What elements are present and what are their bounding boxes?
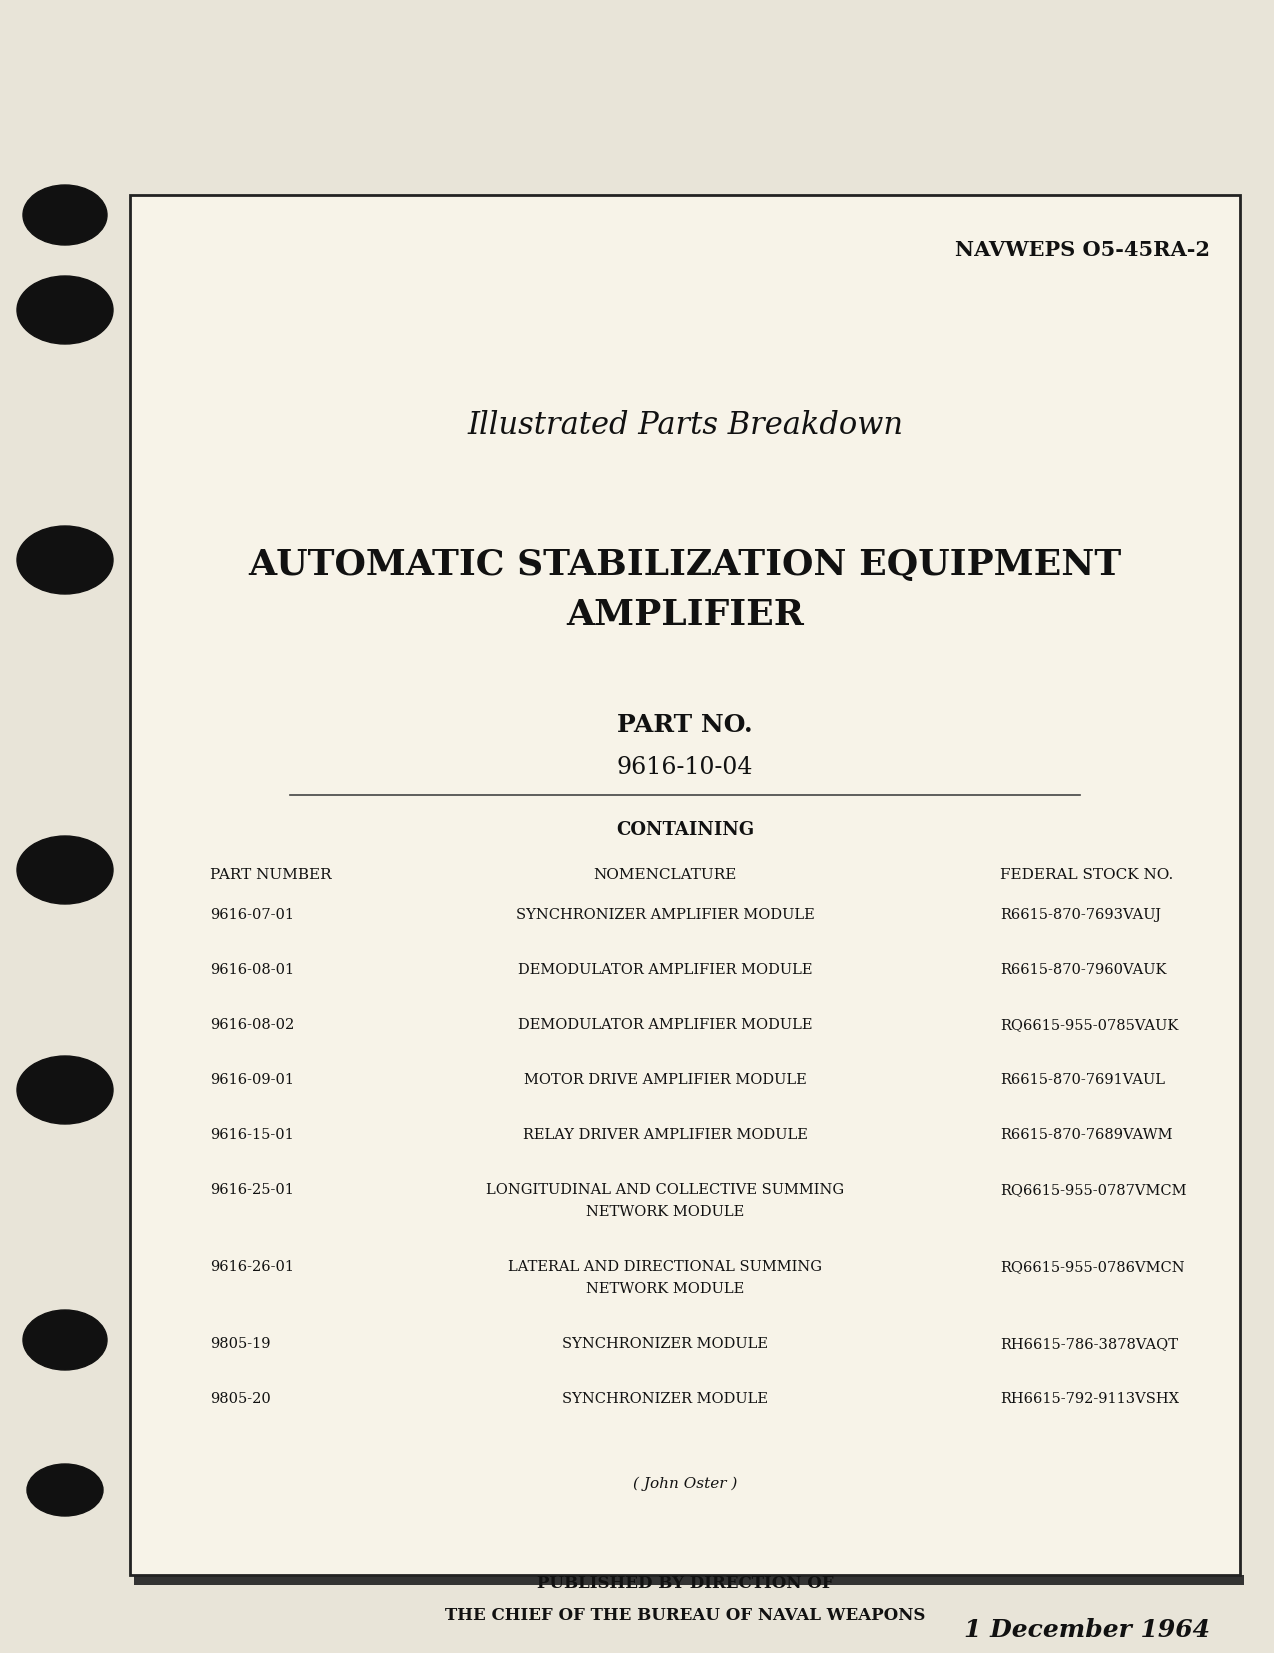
Text: 9616-08-01: 9616-08-01 xyxy=(210,964,294,977)
Bar xyxy=(134,1575,1243,1585)
Text: SYNCHRONIZER MODULE: SYNCHRONIZER MODULE xyxy=(562,1392,768,1407)
Text: AUTOMATIC STABILIZATION EQUIPMENT: AUTOMATIC STABILIZATION EQUIPMENT xyxy=(248,549,1121,582)
Text: R6615-870-7689VAWM: R6615-870-7689VAWM xyxy=(1000,1127,1172,1142)
Text: 9616-07-01: 9616-07-01 xyxy=(210,907,294,922)
Text: LATERAL AND DIRECTIONAL SUMMING: LATERAL AND DIRECTIONAL SUMMING xyxy=(508,1260,822,1274)
Ellipse shape xyxy=(17,1056,113,1124)
Ellipse shape xyxy=(17,836,113,904)
Text: 9805-20: 9805-20 xyxy=(210,1392,271,1407)
Bar xyxy=(130,195,1240,1575)
Text: RQ6615-955-0785VAUK: RQ6615-955-0785VAUK xyxy=(1000,1018,1178,1031)
Text: NAVWEPS O5-45RA-2: NAVWEPS O5-45RA-2 xyxy=(956,240,1210,260)
Text: R6615-870-7960VAUK: R6615-870-7960VAUK xyxy=(1000,964,1167,977)
Text: DEMODULATOR AMPLIFIER MODULE: DEMODULATOR AMPLIFIER MODULE xyxy=(517,964,813,977)
Text: 9616-25-01: 9616-25-01 xyxy=(210,1184,294,1197)
Text: 9616-09-01: 9616-09-01 xyxy=(210,1073,294,1088)
Text: RELAY DRIVER AMPLIFIER MODULE: RELAY DRIVER AMPLIFIER MODULE xyxy=(522,1127,808,1142)
Text: Illustrated Parts Breakdown: Illustrated Parts Breakdown xyxy=(468,410,903,440)
Ellipse shape xyxy=(17,276,113,344)
Text: R6615-870-7693VAUJ: R6615-870-7693VAUJ xyxy=(1000,907,1161,922)
Ellipse shape xyxy=(23,1309,107,1370)
Text: THE CHIEF OF THE BUREAU OF NAVAL WEAPONS: THE CHIEF OF THE BUREAU OF NAVAL WEAPONS xyxy=(445,1607,925,1625)
Text: RQ6615-955-0787VMCM: RQ6615-955-0787VMCM xyxy=(1000,1184,1186,1197)
Text: DEMODULATOR AMPLIFIER MODULE: DEMODULATOR AMPLIFIER MODULE xyxy=(517,1018,813,1031)
Ellipse shape xyxy=(27,1465,103,1516)
Text: PART NUMBER: PART NUMBER xyxy=(210,868,331,883)
Text: 1 December 1964: 1 December 1964 xyxy=(964,1618,1210,1641)
Text: MOTOR DRIVE AMPLIFIER MODULE: MOTOR DRIVE AMPLIFIER MODULE xyxy=(524,1073,806,1088)
Text: RH6615-786-3878VAQT: RH6615-786-3878VAQT xyxy=(1000,1337,1178,1351)
Ellipse shape xyxy=(23,185,107,245)
Text: 9616-15-01: 9616-15-01 xyxy=(210,1127,294,1142)
Text: PART NO.: PART NO. xyxy=(617,712,753,737)
Text: 9805-19: 9805-19 xyxy=(210,1337,270,1351)
Text: NETWORK MODULE: NETWORK MODULE xyxy=(586,1205,744,1218)
Ellipse shape xyxy=(17,526,113,593)
Text: NETWORK MODULE: NETWORK MODULE xyxy=(586,1283,744,1296)
Text: 9616-08-02: 9616-08-02 xyxy=(210,1018,294,1031)
Text: PUBLISHED BY DIRECTION OF: PUBLISHED BY DIRECTION OF xyxy=(536,1575,833,1592)
Text: 9616-26-01: 9616-26-01 xyxy=(210,1260,294,1274)
Text: ( John Oster ): ( John Oster ) xyxy=(633,1476,738,1491)
Text: R6615-870-7691VAUL: R6615-870-7691VAUL xyxy=(1000,1073,1164,1088)
Text: LONGITUDINAL AND COLLECTIVE SUMMING: LONGITUDINAL AND COLLECTIVE SUMMING xyxy=(485,1184,845,1197)
Text: 9616-10-04: 9616-10-04 xyxy=(617,755,753,779)
Text: SYNCHRONIZER MODULE: SYNCHRONIZER MODULE xyxy=(562,1337,768,1351)
Text: NOMENCLATURE: NOMENCLATURE xyxy=(594,868,736,883)
Text: RQ6615-955-0786VMCN: RQ6615-955-0786VMCN xyxy=(1000,1260,1185,1274)
Text: FEDERAL STOCK NO.: FEDERAL STOCK NO. xyxy=(1000,868,1173,883)
Text: CONTAINING: CONTAINING xyxy=(615,822,754,840)
Text: RH6615-792-9113VSHX: RH6615-792-9113VSHX xyxy=(1000,1392,1178,1407)
Text: SYNCHRONIZER AMPLIFIER MODULE: SYNCHRONIZER AMPLIFIER MODULE xyxy=(516,907,814,922)
Text: AMPLIFIER: AMPLIFIER xyxy=(566,598,804,631)
